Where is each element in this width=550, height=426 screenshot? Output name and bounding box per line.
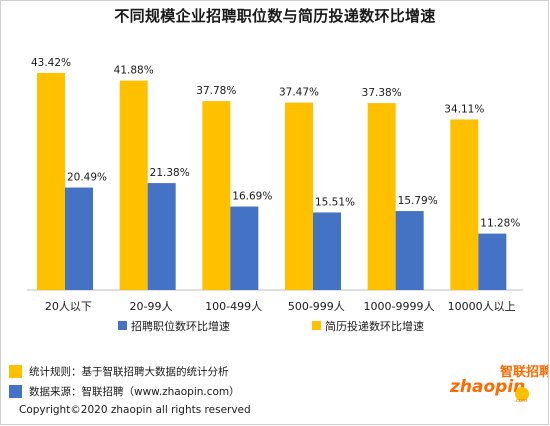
note-rule-text: 统计规则：基于智联招聘大数据的统计分析 — [29, 366, 229, 378]
data-label-jobs-1: 21.38% — [150, 167, 190, 179]
bar-jobs-4 — [395, 211, 424, 290]
data-label-resume-2: 37.78% — [196, 85, 236, 97]
data-label-jobs-5: 11.28% — [480, 218, 520, 230]
logo-latin-text: zhaopin — [449, 377, 525, 397]
bar-jobs-5 — [478, 233, 507, 290]
bar-resume-5 — [450, 119, 479, 290]
data-label-resume-4: 37.38% — [362, 87, 402, 99]
data-label-resume-1: 41.88% — [114, 65, 154, 77]
legend-label-1: 简历投递数环比增速 — [325, 319, 424, 333]
x-tick-label-5: 10000人以上 — [448, 300, 516, 313]
data-label-jobs-0: 20.49% — [67, 172, 107, 184]
logo-circle-icon — [515, 387, 529, 401]
x-tick-label-4: 1000-9999人 — [364, 300, 435, 313]
bar-jobs-1 — [147, 183, 176, 290]
bar-resume-0 — [37, 72, 65, 291]
logo-suffix-text: .com — [514, 398, 528, 404]
data-label-jobs-3: 15.51% — [315, 196, 355, 208]
note-rule-swatch — [9, 365, 22, 378]
legend-label-0: 招聘职位数环比增速 — [131, 319, 230, 333]
bar-resume-3 — [285, 102, 313, 291]
note-source-swatch — [9, 385, 22, 398]
logo-cn-text: 智联招聘 — [500, 364, 548, 380]
chart-title: 不同规模企业招聘职位数与简历投递数环比增速 — [114, 7, 436, 25]
bar-jobs-2 — [230, 206, 259, 290]
zhaopin-logo: 智联招聘 zhaopin .com — [449, 364, 548, 404]
note-source-text: 数据来源：智联招聘（www.zhaopin.com） — [29, 386, 240, 398]
data-label-resume-5: 34.11% — [444, 103, 484, 115]
x-tick-label-3: 500-999人 — [288, 300, 345, 313]
note-source: 数据来源：智联招聘（www.zhaopin.com） — [9, 384, 240, 399]
legend-swatch-0 — [118, 321, 127, 330]
bar-resume-1 — [119, 80, 148, 290]
data-label-jobs-2: 16.69% — [232, 191, 272, 203]
data-label-resume-3: 37.47% — [279, 87, 319, 99]
data-label-resume-0: 43.42% — [31, 57, 71, 69]
x-tick-label-0: 20人以下 — [45, 300, 92, 313]
x-tick-label-2: 100-499人 — [205, 300, 262, 313]
bar-jobs-0 — [65, 187, 93, 290]
bar-resume-4 — [367, 103, 396, 290]
data-label-jobs-4: 15.79% — [398, 195, 438, 207]
note-rule: 统计规则：基于智联招聘大数据的统计分析 — [9, 364, 229, 379]
bar-resume-2 — [202, 101, 231, 290]
x-tick-label-1: 20-99人 — [130, 300, 173, 313]
legend-swatch-1 — [312, 321, 321, 330]
copyright-text: Copyright©2020 zhaopin all rights reserv… — [19, 404, 251, 416]
bar-jobs-3 — [313, 212, 341, 290]
